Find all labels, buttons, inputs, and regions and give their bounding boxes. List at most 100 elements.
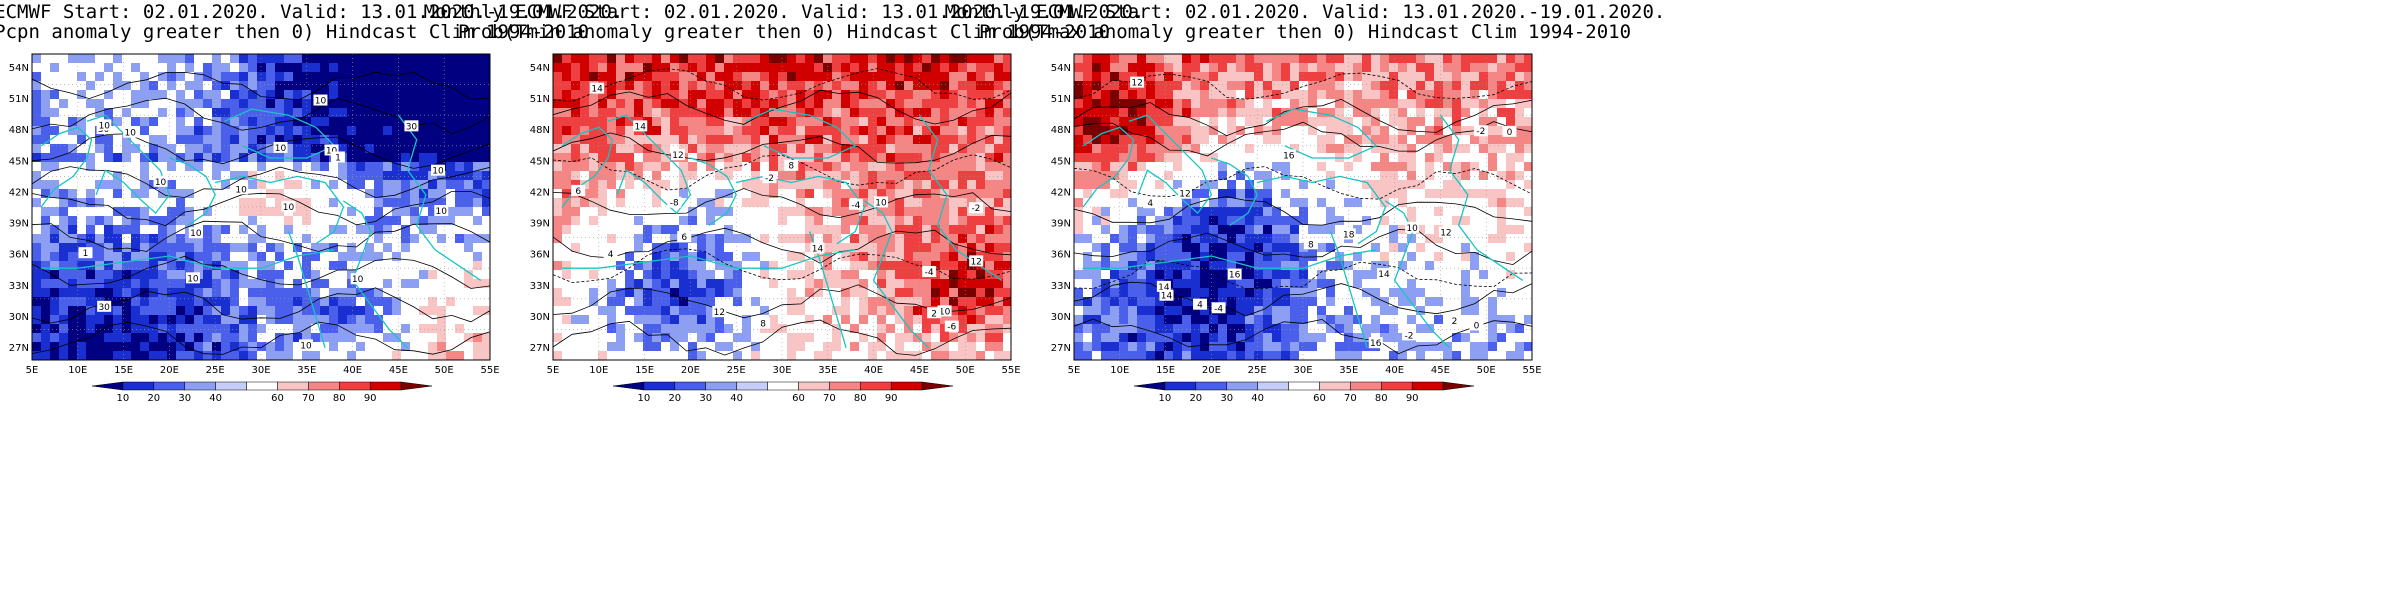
- contour-label: 10: [153, 175, 168, 188]
- coastline: [690, 157, 737, 226]
- probability-field: [32, 54, 490, 360]
- map-title-line2: Prob(Pcpn anomaly greater then 0) Hindca…: [0, 21, 589, 43]
- contour-label: 0: [1502, 125, 1517, 138]
- contour-label: 6: [677, 231, 692, 243]
- svg-text:8: 8: [788, 162, 794, 172]
- lat-label: 45N: [530, 156, 550, 167]
- map-frame: [1073, 53, 1533, 361]
- lon-label: 35E: [1339, 365, 1358, 376]
- svg-text:-4: -4: [925, 268, 934, 278]
- coastline: [1128, 114, 1213, 215]
- lon-label: 45E: [910, 365, 929, 376]
- contour-label: 14: [1159, 289, 1174, 302]
- contour-label: 10: [188, 227, 203, 239]
- lat-label: 39N: [9, 219, 29, 230]
- contour-label: 14: [810, 242, 825, 254]
- svg-text:12: 12: [714, 308, 725, 318]
- contour-label: 16: [1227, 268, 1242, 281]
- contour-label: 10: [273, 141, 288, 154]
- colorbar-label: 80: [333, 393, 346, 404]
- colorbar-label: 60: [1313, 393, 1326, 404]
- coastline: [1439, 114, 1524, 281]
- svg-text:12: 12: [672, 151, 683, 161]
- map-frame: [552, 53, 1012, 361]
- colorbar-label: 40: [730, 393, 743, 404]
- colorbar-label: 60: [792, 393, 805, 404]
- coastline: [215, 175, 345, 245]
- lat-label: 30N: [1051, 312, 1071, 323]
- svg-text:10: 10: [99, 121, 111, 131]
- contour-label: 0: [1469, 319, 1484, 331]
- lat-label: 27N: [530, 343, 550, 354]
- lon-label: 35E: [818, 365, 837, 376]
- contour-label: -2: [762, 172, 777, 184]
- coastline: [1385, 200, 1451, 349]
- contour-label: 10: [185, 272, 200, 284]
- lon-label: 50E: [1477, 365, 1496, 376]
- colorbar-label: 10: [1159, 393, 1172, 404]
- svg-text:10: 10: [300, 341, 312, 351]
- coastline: [1266, 108, 1378, 159]
- lat-label: 36N: [1051, 250, 1071, 261]
- contour-label: 2: [1447, 314, 1462, 327]
- map-title-line1: Monthly ECMWF Start: 02.01.2020. Valid: …: [0, 1, 623, 23]
- lon-label: 50E: [956, 365, 975, 376]
- contour-label: 12: [670, 149, 685, 161]
- coastline: [745, 108, 857, 159]
- contour-label: -2: [968, 202, 983, 214]
- svg-text:10: 10: [283, 203, 295, 213]
- lat-label: 51N: [1051, 94, 1071, 105]
- contour-label: 12: [1130, 76, 1145, 89]
- contour-label: 10: [1405, 221, 1420, 234]
- contour-label: 4: [603, 247, 618, 260]
- colorbar: 10 20 30 40 60 70 80 90: [91, 381, 433, 404]
- lat-label: 54N: [9, 63, 29, 74]
- svg-text:6: 6: [681, 233, 687, 243]
- svg-text:10: 10: [875, 198, 887, 208]
- coastline: [86, 114, 171, 215]
- contour-label: 30: [97, 300, 112, 313]
- contour-label: 18: [1341, 228, 1356, 240]
- colorbar-label: 90: [1406, 393, 1419, 404]
- contour-label: 14: [1156, 280, 1171, 293]
- map-panel-1: Monthly ECMWF Start: 02.01.2020. Valid: …: [0, 1, 623, 404]
- coastline: [287, 231, 326, 348]
- lon-label: 40E: [1385, 365, 1404, 376]
- lon-label: 55E: [1522, 365, 1541, 376]
- coastline: [343, 200, 409, 349]
- colorbar-label: 80: [854, 393, 867, 404]
- contour-label: 1: [330, 151, 345, 163]
- contour-label: 6: [571, 184, 586, 197]
- lat-label: 42N: [530, 187, 550, 198]
- contour-label: 10: [281, 200, 296, 213]
- svg-text:14: 14: [634, 122, 646, 132]
- lat-label: 54N: [1051, 63, 1071, 74]
- lon-label: 25E: [1248, 365, 1267, 376]
- contour-label: 10: [123, 126, 138, 139]
- colorbar-label: 70: [1344, 393, 1357, 404]
- lat-label: 39N: [1051, 219, 1071, 230]
- contour-label: 10: [97, 119, 112, 131]
- lat-label: 45N: [1051, 156, 1071, 167]
- coastline: [1083, 249, 1377, 269]
- svg-text:1: 1: [335, 153, 341, 163]
- lat-label: 36N: [9, 250, 29, 261]
- svg-text:6: 6: [575, 187, 581, 197]
- lat-label: 27N: [1051, 343, 1071, 354]
- lon-label: 20E: [681, 365, 700, 376]
- svg-text:10: 10: [939, 307, 951, 317]
- svg-text:-2: -2: [765, 174, 774, 184]
- colorbar-label: 80: [1375, 393, 1388, 404]
- lon-label: 40E: [343, 365, 362, 376]
- lat-label: 27N: [9, 343, 29, 354]
- contour-label: 10: [937, 305, 952, 317]
- contour-label: 10: [298, 339, 313, 351]
- colorbar-label: 70: [302, 393, 315, 404]
- contour-label: 10: [350, 273, 365, 285]
- lon-label: 40E: [864, 365, 883, 376]
- contour-label: -4: [922, 266, 937, 278]
- lat-label: 45N: [9, 156, 29, 167]
- lon-label: 5E: [26, 365, 39, 376]
- coastline: [562, 249, 856, 269]
